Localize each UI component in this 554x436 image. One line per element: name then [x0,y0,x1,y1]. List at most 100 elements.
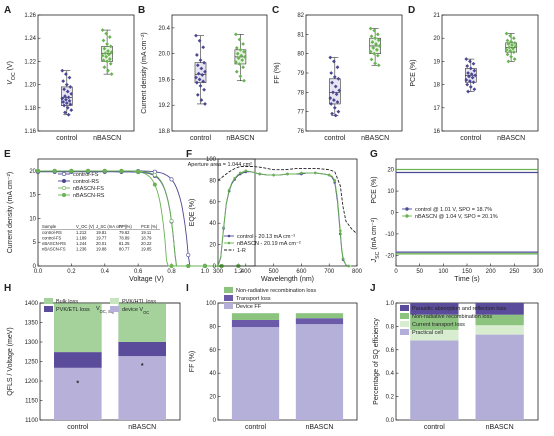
panel-H-ytick-label: 1100 [25,418,39,424]
panel-C-point [336,109,341,114]
panel-D-point [512,57,517,61]
panel-D-point [464,57,469,61]
panel-B-frame [171,14,268,132]
panel-E-table-header: Sample [42,224,57,229]
panel-E-table-header: V_OC (V) [76,224,95,229]
panel-H-significance-marker: * [141,363,144,370]
panel-label: F [186,149,192,160]
panel-A-category-label: control [56,135,77,142]
panel-C-point [333,113,338,118]
panel-J-bar-segment-parasitic [410,303,459,315]
panel-A-category-label: nBASCN [93,135,121,142]
panel-E-curve-control-RS [38,171,244,267]
panel-C-point [336,76,341,81]
panel-F-marker [272,173,275,177]
panel-J-ytick-label: 0.2 [386,395,395,401]
panel-J-bar-segment-current_transport [475,325,524,335]
panel-E-annotation: Aperture area = 1.044 cm² [188,162,253,168]
panel-D-point [508,49,513,53]
panel-B-point [200,73,205,77]
panel-A-point [104,31,109,36]
panel-A-point [60,96,65,101]
panel-B-category-label: control [190,135,211,142]
panel-G-bottom-ytick-label: -10 [385,232,394,238]
panel-F-xtick-label: 800 [352,269,363,275]
panel-A-point [63,110,67,115]
panel-C-ytick-label: 76 [297,129,304,135]
panel-A-point [60,68,65,73]
panel-B-point [236,56,241,61]
panel-C-point [373,61,378,66]
panel-E-table-cell: nBASCN-FS [42,247,66,252]
panel-I-ytick-label: 60 [209,348,216,354]
panel-B-point [238,74,243,79]
panel-B-ytick-label: 18.8 [158,129,170,135]
panel-G-top-ytick-label: 10 [387,189,394,195]
panel-E-table-header: FF (%) [119,224,132,229]
panel-G-legend-marker [405,214,409,218]
panel-B-point [202,60,206,65]
panel-H-ytick-label: 1300 [25,340,39,346]
panel-A-point [107,35,112,39]
panel-I-category-label: control [245,424,266,431]
panel-B-point [238,47,243,52]
panel-E-table-cell: 1.189 [76,236,87,241]
panel-B-point [237,62,242,66]
panel-H-legend-swatch [44,298,53,304]
panel-I-ytick-label: 0 [213,418,217,424]
panel-D-point [506,59,511,64]
panel-H-significance-marker: * [76,381,79,388]
panel-D-ytick-label: 21 [433,13,440,19]
panel-C-point [335,100,340,104]
panel-E-table-cell: 79.62 [119,230,130,235]
panel-I-bar-segment-transport [231,319,280,328]
panel-E-legend-marker [61,179,66,184]
panel-G-xtick-label: 50 [416,269,423,275]
panel-F-curve-nBASCN - 20.19 mA cm⁻² [217,170,352,267]
panel-H-legend-label: PVK/ETL loss [56,307,90,313]
panel-E-marker [152,182,157,187]
panel-I-ytick-label: 80 [209,324,216,330]
panel-E-xlabel: Voltage (V) [129,276,164,283]
panel-J-category-label: control [424,424,445,431]
panel-C-ytick-label: 79 [297,71,304,77]
panel-D-point [468,66,473,71]
panel-H-ytick-label: 1350 [25,321,39,327]
panel-J-category-label: nBASCN [486,424,514,431]
panel-F-legend-marker [227,241,231,245]
panel-B-point [203,69,207,74]
panel-C-frame [305,14,403,132]
panel-C-point [335,65,340,70]
panel-G-xlabel: Time (s) [454,276,479,283]
panel-G-xtick-label: 300 [533,269,544,275]
panel-I-legend-label: Non-radiative recombination loss [236,288,316,294]
panel-B-point [195,93,200,97]
panel-F-marker [314,171,317,175]
panel-C-ytick-label: 80 [297,52,304,58]
panel-I-bar-segment-transport [295,318,344,325]
panel-B-ytick-label: 20.4 [158,26,170,32]
panel-A-point [65,105,70,110]
panel-C-point [369,57,374,62]
panel-B-point [195,80,199,85]
panel-E-xtick-label: 0.2 [67,269,76,275]
panel-A-point [103,51,108,56]
panel-E-legend-label: control-FS [73,172,99,178]
panel-J-legend-label: Practical cell [412,330,443,336]
panel-B-point [199,98,204,102]
panel-A-point [66,112,71,117]
panel-label: J [370,283,376,294]
panel-B-point [234,60,238,64]
panel-J-legend-label: Current transport loss [412,322,465,328]
panel-F-marker [333,179,337,182]
panel-H-bar-segment-pvk_etl [118,342,166,357]
panel-E-marker [35,168,40,173]
panel-C-point [331,90,335,95]
panel-D-point [466,71,470,75]
panel-G-xtick-label: 150 [462,269,473,275]
panel-D-point [504,47,509,52]
panel-E-marker [86,168,91,173]
panel-A-point [64,101,69,106]
panel-G-legend-marker [405,207,409,211]
panel-C-ylabel: FF (%) [274,62,281,83]
